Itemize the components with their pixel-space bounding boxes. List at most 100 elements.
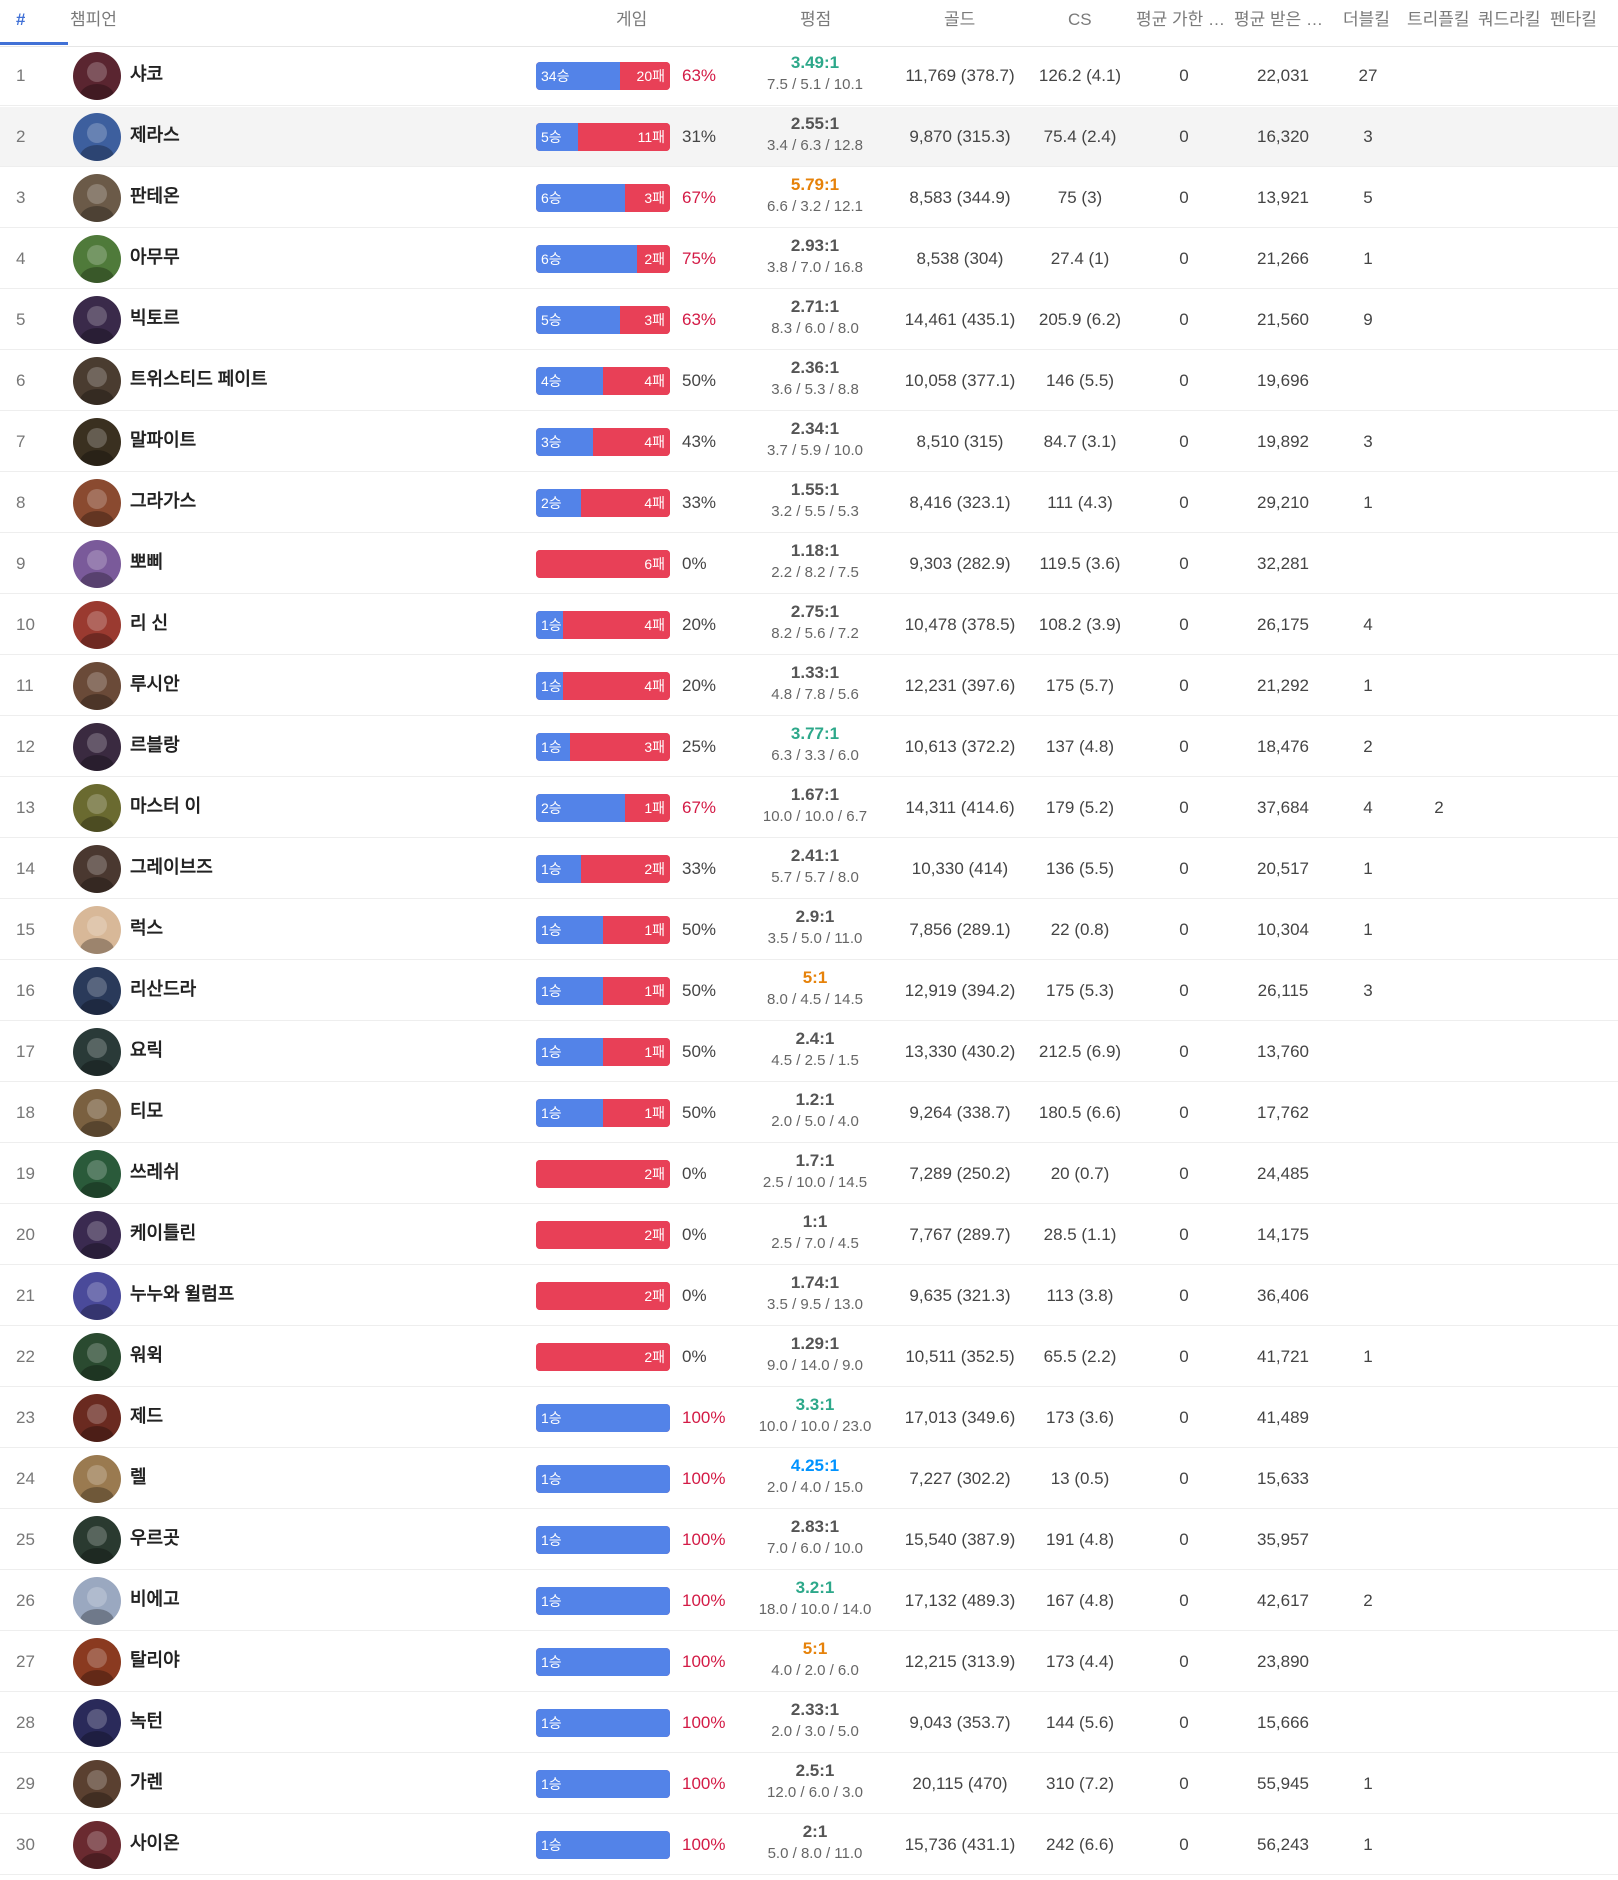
champion-name[interactable]: 우르곳	[130, 1528, 180, 1548]
champion-avatar-icon[interactable]	[73, 235, 121, 283]
col-gold-header[interactable]: 골드	[944, 10, 976, 29]
champion-avatar-icon[interactable]	[73, 1638, 121, 1686]
champion-avatar-icon[interactable]	[73, 1516, 121, 1564]
win-loss-bar[interactable]: 1승 1패	[536, 1099, 670, 1127]
table-row[interactable]: 22 워윅 2패 0% 1.29:1 9.0 / 14.0 / 9.0 10,511 (35…	[0, 1327, 1618, 1387]
champion-name[interactable]: 비에고	[130, 1589, 180, 1609]
champion-avatar-icon[interactable]	[73, 174, 121, 222]
win-loss-bar[interactable]: 6승 3패	[536, 184, 670, 212]
col-cs-header[interactable]: CS	[1068, 10, 1092, 29]
champion-name[interactable]: 리 신	[130, 613, 169, 633]
win-loss-bar[interactable]: 1승 4패	[536, 672, 670, 700]
champion-name[interactable]: 워윅	[130, 1345, 164, 1365]
champion-name[interactable]: 제라스	[130, 125, 180, 145]
champion-name[interactable]: 렐	[130, 1467, 147, 1487]
table-row[interactable]: 21 누누와 윌럼프 2패 0% 1.74:1 3.5 / 9.5 / 13.0 9,635…	[0, 1266, 1618, 1326]
champion-avatar-icon[interactable]	[73, 1150, 121, 1198]
champion-name[interactable]: 가렌	[130, 1772, 164, 1792]
col-quadra-header[interactable]: 쿼드라킬	[1478, 10, 1541, 29]
table-row[interactable]: 6 트위스티드 페이트 4승 4패 50% 2.36:1 3.6 / 5.3 / 8.8 10…	[0, 351, 1618, 411]
champion-name[interactable]: 누누와 윌럼프	[130, 1284, 235, 1304]
champion-name[interactable]: 르블랑	[130, 735, 180, 755]
champion-avatar-icon[interactable]	[73, 1821, 121, 1869]
champion-avatar-icon[interactable]	[73, 540, 121, 588]
win-loss-bar[interactable]: 1승	[536, 1465, 670, 1493]
champion-name[interactable]: 사이온	[130, 1833, 180, 1853]
champion-avatar-icon[interactable]	[73, 113, 121, 161]
win-loss-bar[interactable]: 1승	[536, 1587, 670, 1615]
table-row[interactable]: 15 럭스 1승 1패 50% 2.9:1 3.5 / 5.0 / 11.0 7,856 (2…	[0, 900, 1618, 960]
table-row[interactable]: 25 우르곳 1승 100% 2.83:1 7.0 / 6.0 / 10.0 15,540 …	[0, 1510, 1618, 1570]
win-loss-bar[interactable]: 1승	[536, 1770, 670, 1798]
table-row[interactable]: 9 뽀삐 6패 0% 1.18:1 2.2 / 8.2 / 7.5 9,303 (282.9…	[0, 534, 1618, 594]
champion-avatar-icon[interactable]	[73, 1089, 121, 1137]
table-row[interactable]: 30 사이온 1승 100% 2:1 5.0 / 8.0 / 11.0 15,736 (43…	[0, 1815, 1618, 1875]
win-loss-bar[interactable]: 1승	[536, 1648, 670, 1676]
win-loss-bar[interactable]: 5승 11패	[536, 123, 670, 151]
table-row[interactable]: 29 가렌 1승 100% 2.5:1 12.0 / 6.0 / 3.0 20,115 (4…	[0, 1754, 1618, 1814]
champion-name[interactable]: 아무무	[130, 247, 180, 267]
table-row[interactable]: 19 쓰레쉬 2패 0% 1.7:1 2.5 / 10.0 / 14.5 7,289 (25…	[0, 1144, 1618, 1204]
champion-avatar-icon[interactable]	[73, 1394, 121, 1442]
champion-name[interactable]: 빅토르	[130, 308, 180, 328]
table-row[interactable]: 8 그라가스 2승 4패 33% 1.55:1 3.2 / 5.5 / 5.3 8,416 (…	[0, 473, 1618, 533]
champion-name[interactable]: 요릭	[130, 1040, 164, 1060]
win-loss-bar[interactable]: 6패	[536, 550, 670, 578]
table-row[interactable]: 20 케이틀린 2패 0% 1:1 2.5 / 7.0 / 4.5 7,767 (289.7…	[0, 1205, 1618, 1265]
champion-name[interactable]: 리산드라	[130, 979, 197, 999]
champion-avatar-icon[interactable]	[73, 1272, 121, 1320]
win-loss-bar[interactable]: 2승 4패	[536, 489, 670, 517]
champion-avatar-icon[interactable]	[73, 52, 121, 100]
champion-name[interactable]: 트위스티드 페이트	[130, 369, 268, 389]
champion-avatar-icon[interactable]	[73, 357, 121, 405]
table-row[interactable]: 4 아무무 6승 2패 75% 2.93:1 3.8 / 7.0 / 16.8 8,538 (…	[0, 229, 1618, 289]
champion-name[interactable]: 그라가스	[130, 491, 197, 511]
win-loss-bar[interactable]: 3승 4패	[536, 428, 670, 456]
champion-name[interactable]: 판테온	[130, 186, 180, 206]
champion-avatar-icon[interactable]	[73, 1760, 121, 1808]
table-row[interactable]: 12 르블랑 1승 3패 25% 3.77:1 6.3 / 3.3 / 6.0 10,613 …	[0, 717, 1618, 777]
table-row[interactable]: 16 리산드라 1승 1패 50% 5:1 8.0 / 4.5 / 14.5 12,919 (…	[0, 961, 1618, 1021]
win-loss-bar[interactable]: 34승 20패	[536, 62, 670, 90]
win-loss-bar[interactable]: 1승 1패	[536, 977, 670, 1005]
win-loss-bar[interactable]: 6승 2패	[536, 245, 670, 273]
champion-name[interactable]: 럭스	[130, 918, 164, 938]
col-rank-header[interactable]: #	[16, 10, 26, 29]
champion-name[interactable]: 루시안	[130, 674, 180, 694]
col-dealt-header[interactable]: 평균 가한 …	[1136, 10, 1226, 29]
table-row[interactable]: 5 빅토르 5승 3패 63% 2.71:1 8.3 / 6.0 / 8.0 14,461 (…	[0, 290, 1618, 350]
table-row[interactable]: 17 요릭 1승 1패 50% 2.4:1 4.5 / 2.5 / 1.5 13,330 (4…	[0, 1022, 1618, 1082]
win-loss-bar[interactable]: 1승 1패	[536, 916, 670, 944]
champion-avatar-icon[interactable]	[73, 601, 121, 649]
win-loss-bar[interactable]: 1승 2패	[536, 855, 670, 883]
win-loss-bar[interactable]: 1승	[536, 1404, 670, 1432]
champion-avatar-icon[interactable]	[73, 662, 121, 710]
champion-name[interactable]: 말파이트	[130, 430, 197, 450]
champion-avatar-icon[interactable]	[73, 723, 121, 771]
win-loss-bar[interactable]: 1승 1패	[536, 1038, 670, 1066]
col-triple-header[interactable]: 트리플킬	[1407, 10, 1470, 29]
col-kda-header[interactable]: 평점	[800, 10, 832, 29]
table-row[interactable]: 24 렐 1승 100% 4.25:1 2.0 / 4.0 / 15.0 7,227 (30…	[0, 1449, 1618, 1509]
win-loss-bar[interactable]: 2패	[536, 1343, 670, 1371]
win-loss-bar[interactable]: 2패	[536, 1160, 670, 1188]
champion-name[interactable]: 녹턴	[130, 1711, 164, 1731]
champion-avatar-icon[interactable]	[73, 906, 121, 954]
champion-avatar-icon[interactable]	[73, 1577, 121, 1625]
win-loss-bar[interactable]: 1승	[536, 1526, 670, 1554]
win-loss-bar[interactable]: 1승	[536, 1831, 670, 1859]
col-taken-header[interactable]: 평균 받은 …	[1234, 10, 1324, 29]
champion-name[interactable]: 샤코	[130, 64, 164, 84]
col-champion-header[interactable]: 챔피언	[70, 10, 117, 29]
table-row[interactable]: 18 티모 1승 1패 50% 1.2:1 2.0 / 5.0 / 4.0 9,264 (33…	[0, 1083, 1618, 1143]
champion-avatar-icon[interactable]	[73, 1333, 121, 1381]
col-penta-header[interactable]: 펜타킬	[1550, 10, 1597, 29]
table-row[interactable]: 7 말파이트 3승 4패 43% 2.34:1 3.7 / 5.9 / 10.0 8,510 …	[0, 412, 1618, 472]
table-row[interactable]: 26 비에고 1승 100% 3.2:1 18.0 / 10.0 / 14.0 17,132…	[0, 1571, 1618, 1631]
table-row[interactable]: 28 녹턴 1승 100% 2.33:1 2.0 / 3.0 / 5.0 9,043 (35…	[0, 1693, 1618, 1753]
champion-name[interactable]: 티모	[130, 1101, 164, 1121]
win-loss-bar[interactable]: 1승 3패	[536, 733, 670, 761]
win-loss-bar[interactable]: 2패	[536, 1282, 670, 1310]
col-game-header[interactable]: 게임	[616, 10, 648, 29]
champion-avatar-icon[interactable]	[73, 845, 121, 893]
